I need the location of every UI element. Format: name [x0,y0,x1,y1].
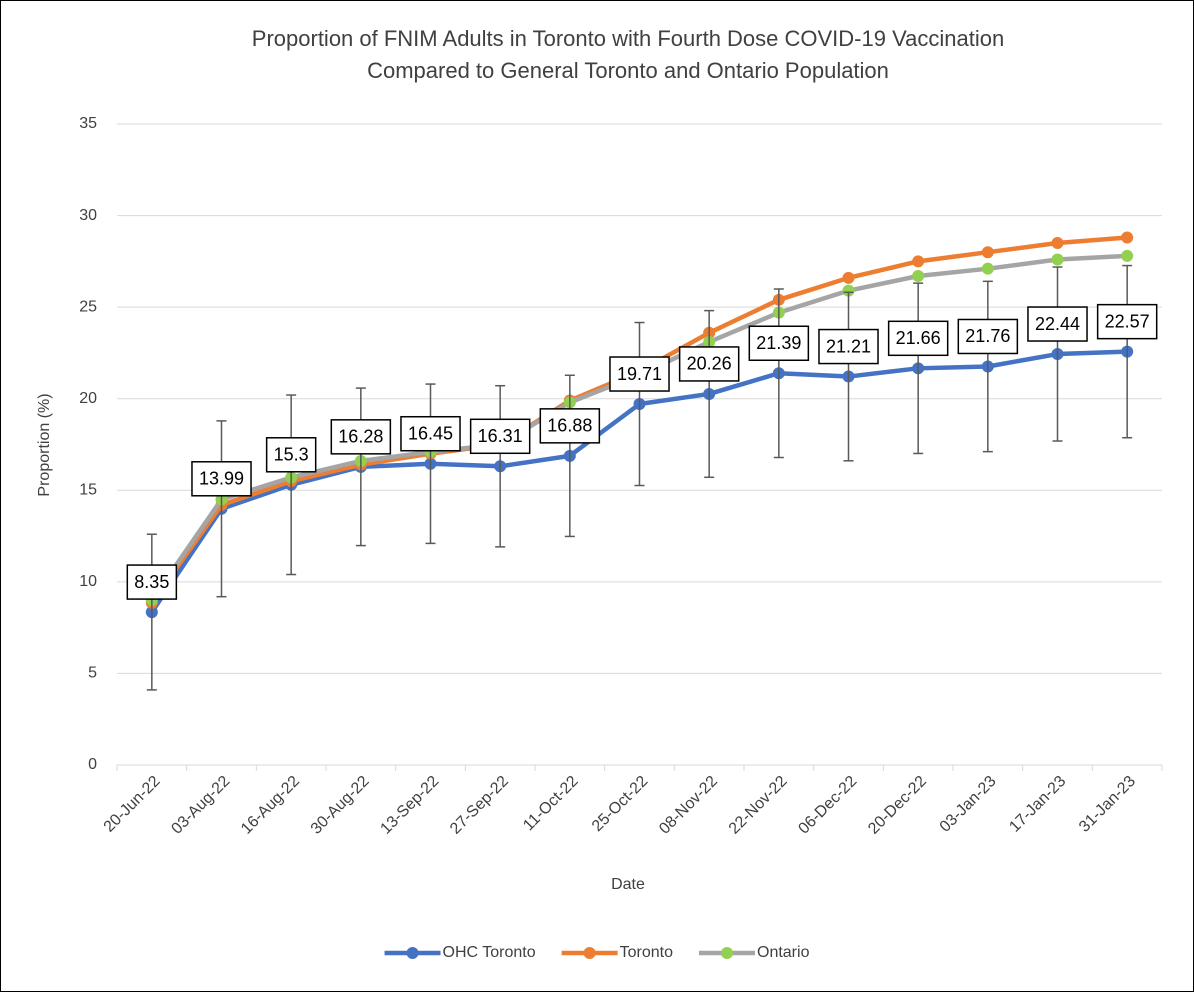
y-tick-label: 15 [79,482,97,499]
chart-title: Compared to General Toronto and Ontario … [367,58,889,83]
data-label: 15.3 [274,445,309,465]
marker [842,271,855,284]
data-label: 8.35 [134,572,169,592]
data-label: 21.39 [756,333,801,353]
legend-marker [406,947,419,959]
data-label-box [126,564,178,600]
error-bar [146,533,157,691]
marker [1051,237,1064,250]
data-label-box [469,418,531,455]
error-bar [425,383,436,545]
y-tick-label: 10 [79,573,97,590]
error-bar [355,387,366,547]
y-tick-label: 30 [79,207,97,224]
data-label-box [748,325,810,362]
data-label: 21.21 [826,336,871,356]
data-label-box [1027,306,1088,342]
legend-marker [720,947,733,959]
data-label-box [609,356,670,392]
error-bar [704,309,715,479]
y-tick-label: 5 [88,665,97,682]
error-bar [913,282,924,455]
data-label-box [678,346,740,382]
error-bar [982,280,993,453]
y-tick-label: 35 [79,115,97,132]
legend-item: Ontario [698,944,810,961]
data-label: 16.31 [478,426,523,446]
marker [1121,231,1134,244]
data-label-box [957,318,1019,355]
data-label: 13.99 [199,469,244,489]
marker [842,284,855,297]
data-label: 22.44 [1035,314,1080,334]
data-label-box [818,328,879,365]
y-tick-label: 0 [88,756,97,773]
data-label-box [191,461,252,497]
legend-item: Toronto [561,944,673,961]
data-label-box [330,419,392,455]
data-label: 16.45 [408,423,453,443]
error-bar [1122,264,1133,439]
error-bar [773,288,784,459]
data-label-box [1096,303,1158,340]
y-tick-label: 20 [79,390,97,407]
error-bar [286,394,297,576]
y-axis-title: Proportion (%) [36,393,53,496]
data-label: 22.57 [1105,311,1150,331]
marker [981,262,994,275]
error-bar [1052,266,1063,442]
marker [1121,249,1134,262]
data-label-box [265,437,317,473]
x-axis-title: Date [611,876,645,893]
marker [912,255,925,268]
data-label: 16.88 [547,416,592,436]
data-label: 19.71 [617,364,662,384]
y-tick-label: 25 [79,298,97,315]
legend-label: Ontario [757,944,810,961]
marker [1051,253,1064,266]
error-bar [634,321,645,487]
data-label-box [539,408,601,444]
data-label: 20.26 [687,354,732,374]
marker [912,270,925,283]
legend-item: OHC Toronto [384,944,536,961]
legend-marker [583,947,596,959]
chart-title: Proportion of FNIM Adults in Toronto wit… [252,26,1004,51]
data-label: 21.76 [965,326,1010,346]
error-bar [843,291,854,462]
data-label: 16.28 [338,427,383,447]
data-label-box [887,320,949,357]
error-bar [495,384,506,548]
data-label: 21.66 [896,328,941,348]
data-label-box [400,415,461,452]
error-bar [564,374,575,538]
error-bar [216,420,227,598]
legend-label: OHC Toronto [443,944,536,961]
marker [981,246,994,259]
legend-label: Toronto [620,944,673,961]
